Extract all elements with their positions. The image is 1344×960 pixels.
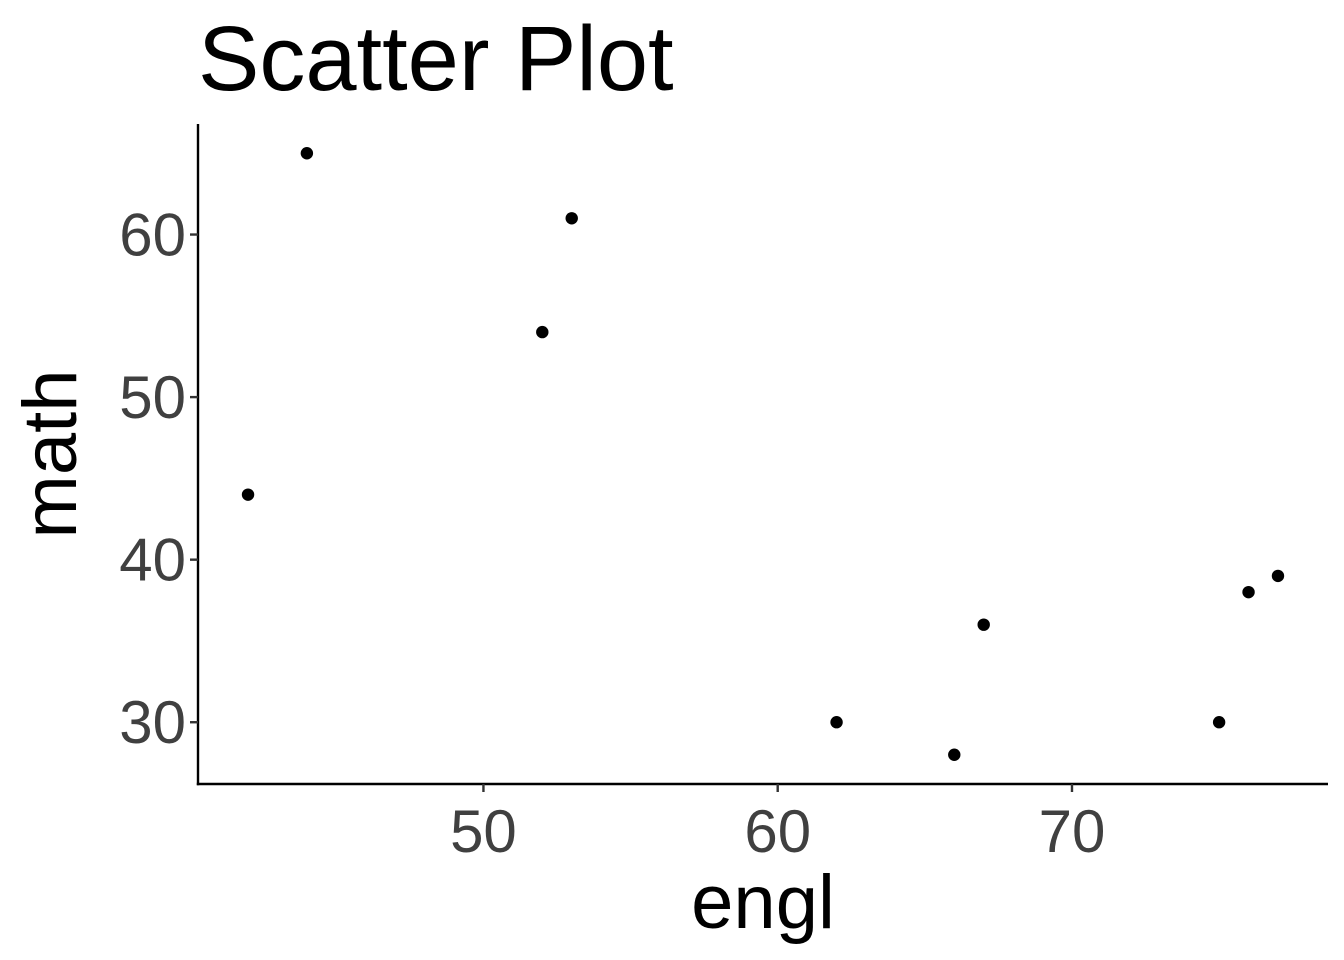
scatter-point [948,748,961,761]
axes-layer [196,124,1328,786]
x-tick-label: 70 [1039,798,1106,865]
y-axis-label: math [8,370,93,539]
scatter-point [536,325,549,339]
chart-title: Scatter Plot [198,8,674,110]
y-tick-label: 30 [119,689,186,756]
scatter-point [977,618,990,631]
scatter-point [1271,569,1285,583]
x-axis-label: engl [691,860,835,945]
data-points-layer [241,147,1285,761]
y-tick-label: 60 [119,202,186,269]
scatter-point [1212,716,1226,729]
scatter-point [241,488,255,501]
x-tick-label: 50 [450,798,517,865]
scatter-point [830,716,843,729]
scatter-point [300,147,314,160]
y-tick-label: 50 [119,364,186,431]
y-tick-label: 40 [119,527,186,594]
scatter-point [565,212,578,225]
ticks-layer: 50 60 70 30 40 50 60 [119,202,1105,865]
scatter-point [1242,585,1255,599]
x-tick-label: 60 [744,798,811,865]
